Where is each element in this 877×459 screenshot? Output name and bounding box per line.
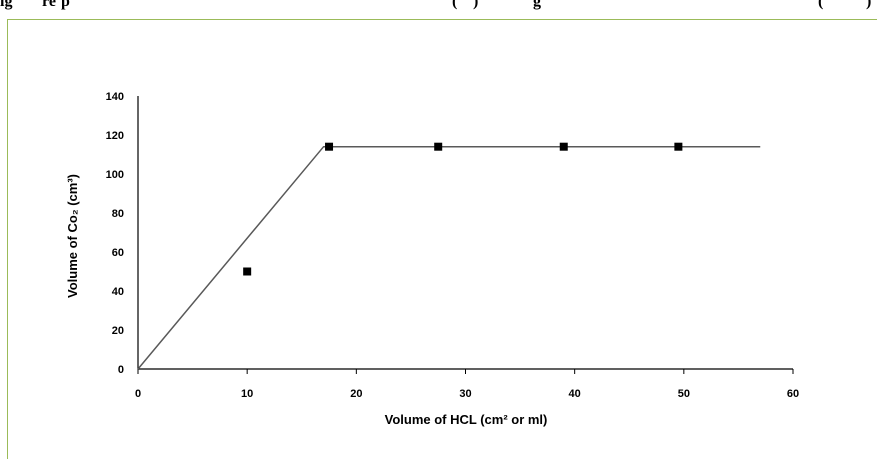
data-point: [434, 143, 442, 151]
x-axis-title: Volume of HCL (cm² or ml): [385, 412, 548, 427]
y-tick-label: 140: [106, 91, 124, 103]
y-tick-label: 100: [106, 169, 124, 181]
data-point: [325, 143, 333, 151]
x-tick-label: 60: [787, 388, 799, 400]
data-point: [674, 143, 682, 151]
y-tick-label: 20: [112, 325, 124, 337]
y-tick-label: 80: [112, 208, 124, 220]
y-tick-label: 40: [112, 286, 124, 298]
data-point: [243, 268, 251, 276]
x-tick-label: 30: [459, 388, 471, 400]
x-tick-label: 20: [350, 388, 362, 400]
y-axis-title: Volume of Co₂ (cm³): [65, 174, 80, 298]
y-tick-label: 60: [112, 247, 124, 259]
x-tick-label: 50: [678, 388, 690, 400]
data-point: [560, 143, 568, 151]
plot-area: [138, 143, 760, 369]
x-tick-label: 0: [135, 388, 141, 400]
x-tick-label: 10: [241, 388, 253, 400]
x-tick-label: 40: [569, 388, 581, 400]
y-tick-label: 120: [106, 130, 124, 142]
chart-axes: [138, 96, 793, 369]
y-tick-label: 0: [118, 364, 124, 376]
series-line: [138, 147, 760, 369]
tick-labels: 0 10 20 30 40 50 60 0 20 40 60 80 100 120 140: [106, 91, 799, 400]
